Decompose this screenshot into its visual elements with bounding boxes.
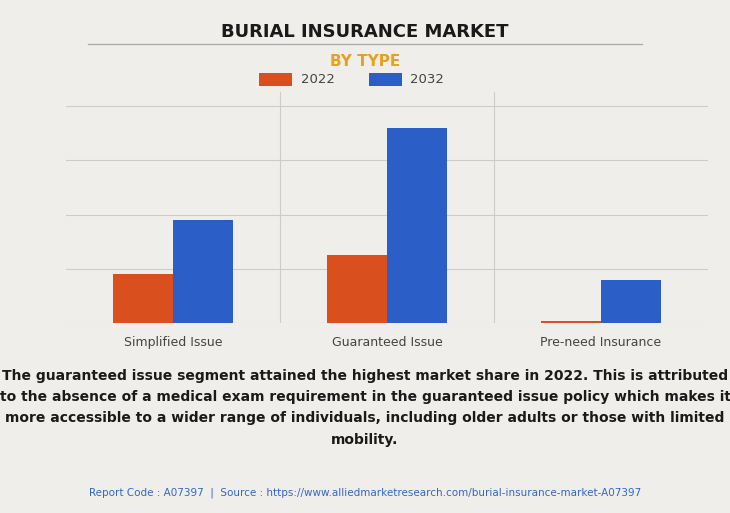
Bar xyxy=(601,280,661,323)
Bar xyxy=(327,255,387,323)
Text: The guaranteed issue segment attained the highest market share in 2022. This is : The guaranteed issue segment attained th… xyxy=(0,369,730,446)
Text: 2032: 2032 xyxy=(410,73,444,86)
Text: BURIAL INSURANCE MARKET: BURIAL INSURANCE MARKET xyxy=(221,23,509,41)
Bar xyxy=(541,321,601,323)
Bar xyxy=(387,128,447,323)
Bar xyxy=(173,220,233,323)
Text: Report Code : A07397  |  Source : https://www.alliedmarketresearch.com/burial-in: Report Code : A07397 | Source : https://… xyxy=(89,487,641,498)
Text: BY TYPE: BY TYPE xyxy=(330,54,400,69)
Text: 2022: 2022 xyxy=(301,73,334,86)
Bar xyxy=(113,274,173,323)
